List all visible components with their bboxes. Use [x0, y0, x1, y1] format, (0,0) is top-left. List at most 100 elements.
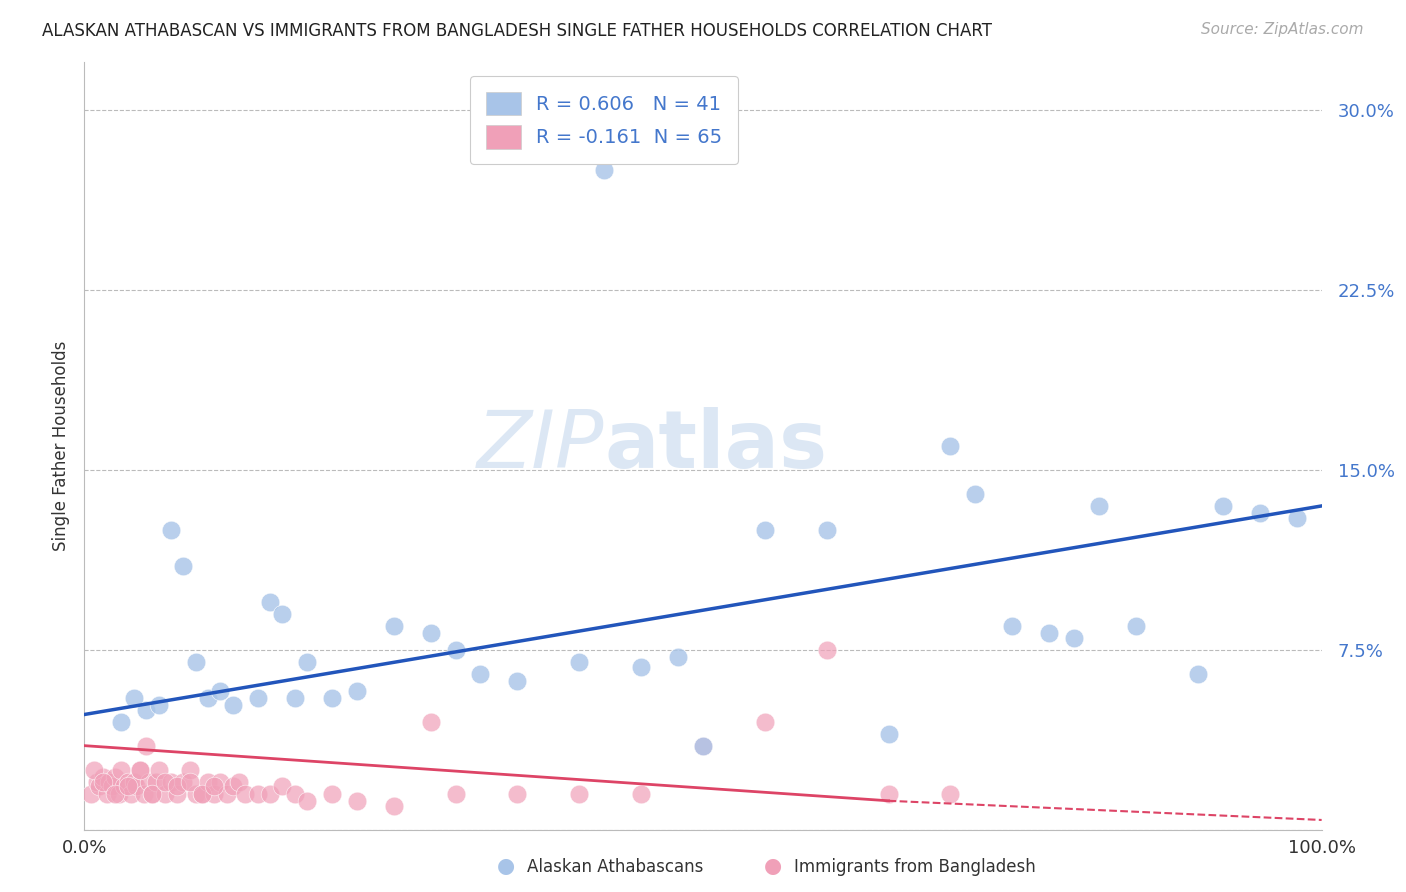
Point [295, 794, 318, 808]
Text: ●: ● [498, 856, 515, 876]
Point [179, 774, 201, 789]
Point [321, 787, 343, 801]
Point [172, 774, 194, 789]
Text: Immigrants from Bangladesh: Immigrants from Bangladesh [794, 858, 1036, 876]
Point [259, 787, 281, 801]
Point [470, 666, 492, 681]
Point [135, 739, 157, 753]
Point [83, 763, 105, 777]
Point [295, 655, 318, 669]
Point [129, 763, 152, 777]
Point [321, 690, 343, 705]
Point [666, 649, 689, 664]
Text: Alaskan Athabascans: Alaskan Athabascans [527, 858, 703, 876]
Point [132, 787, 155, 801]
Text: ALASKAN ATHABASCAN VS IMMIGRANTS FROM BANGLADESH SINGLE FATHER HOUSEHOLDS CORREL: ALASKAN ATHABASCAN VS IMMIGRANTS FROM BA… [42, 22, 993, 40]
Point [1212, 499, 1234, 513]
Point [122, 690, 145, 705]
Point [202, 787, 225, 801]
Point [346, 794, 368, 808]
Text: atlas: atlas [605, 407, 827, 485]
Legend: R = 0.606   N = 41, R = -0.161  N = 65: R = 0.606 N = 41, R = -0.161 N = 65 [470, 76, 738, 164]
Point [117, 780, 139, 794]
Point [110, 714, 132, 729]
Point [506, 673, 529, 688]
Point [148, 763, 170, 777]
Point [444, 642, 467, 657]
Point [246, 787, 269, 801]
Point [122, 774, 145, 789]
Point [197, 774, 219, 789]
Point [104, 787, 127, 801]
Point [939, 439, 962, 453]
Point [138, 774, 160, 789]
Point [184, 787, 207, 801]
Point [630, 659, 652, 673]
Point [125, 780, 148, 794]
Text: ●: ● [765, 856, 782, 876]
Point [153, 774, 176, 789]
Point [141, 787, 163, 801]
Point [1187, 666, 1209, 681]
Point [444, 787, 467, 801]
Point [91, 770, 114, 784]
Point [209, 683, 232, 698]
Point [284, 690, 307, 705]
Point [419, 714, 441, 729]
Point [877, 726, 900, 740]
Point [1063, 631, 1085, 645]
Point [166, 787, 188, 801]
Point [110, 763, 132, 777]
Point [100, 780, 122, 794]
Point [86, 774, 108, 789]
Point [228, 774, 250, 789]
Point [284, 787, 307, 801]
Point [419, 626, 441, 640]
Point [160, 774, 183, 789]
Point [815, 523, 838, 537]
Point [692, 739, 714, 753]
Point [965, 487, 987, 501]
Point [191, 787, 214, 801]
Point [117, 774, 139, 789]
Point [141, 787, 163, 801]
Point [104, 770, 127, 784]
Point [1001, 619, 1024, 633]
Point [135, 703, 157, 717]
Point [271, 780, 294, 794]
Point [939, 787, 962, 801]
Point [1249, 506, 1271, 520]
Text: ZIP: ZIP [477, 407, 605, 485]
Point [506, 787, 529, 801]
Text: Source: ZipAtlas.com: Source: ZipAtlas.com [1201, 22, 1364, 37]
Point [1038, 626, 1060, 640]
Point [1088, 499, 1111, 513]
Point [233, 787, 256, 801]
Point [112, 780, 135, 794]
Point [120, 787, 142, 801]
Point [222, 698, 245, 712]
Point [197, 690, 219, 705]
Point [89, 780, 111, 794]
Point [382, 619, 405, 633]
Y-axis label: Single Father Households: Single Father Households [52, 341, 70, 551]
Point [815, 642, 838, 657]
Point [271, 607, 294, 621]
Point [148, 698, 170, 712]
Point [160, 523, 183, 537]
Point [172, 558, 194, 573]
Point [222, 780, 245, 794]
Point [1125, 619, 1147, 633]
Point [98, 774, 121, 789]
Point [259, 595, 281, 609]
Point [202, 780, 225, 794]
Point [877, 787, 900, 801]
Point [91, 774, 114, 789]
Point [246, 690, 269, 705]
Point [129, 763, 152, 777]
Point [166, 780, 188, 794]
Point [79, 787, 101, 801]
Point [1285, 511, 1308, 525]
Point [184, 655, 207, 669]
Point [215, 787, 238, 801]
